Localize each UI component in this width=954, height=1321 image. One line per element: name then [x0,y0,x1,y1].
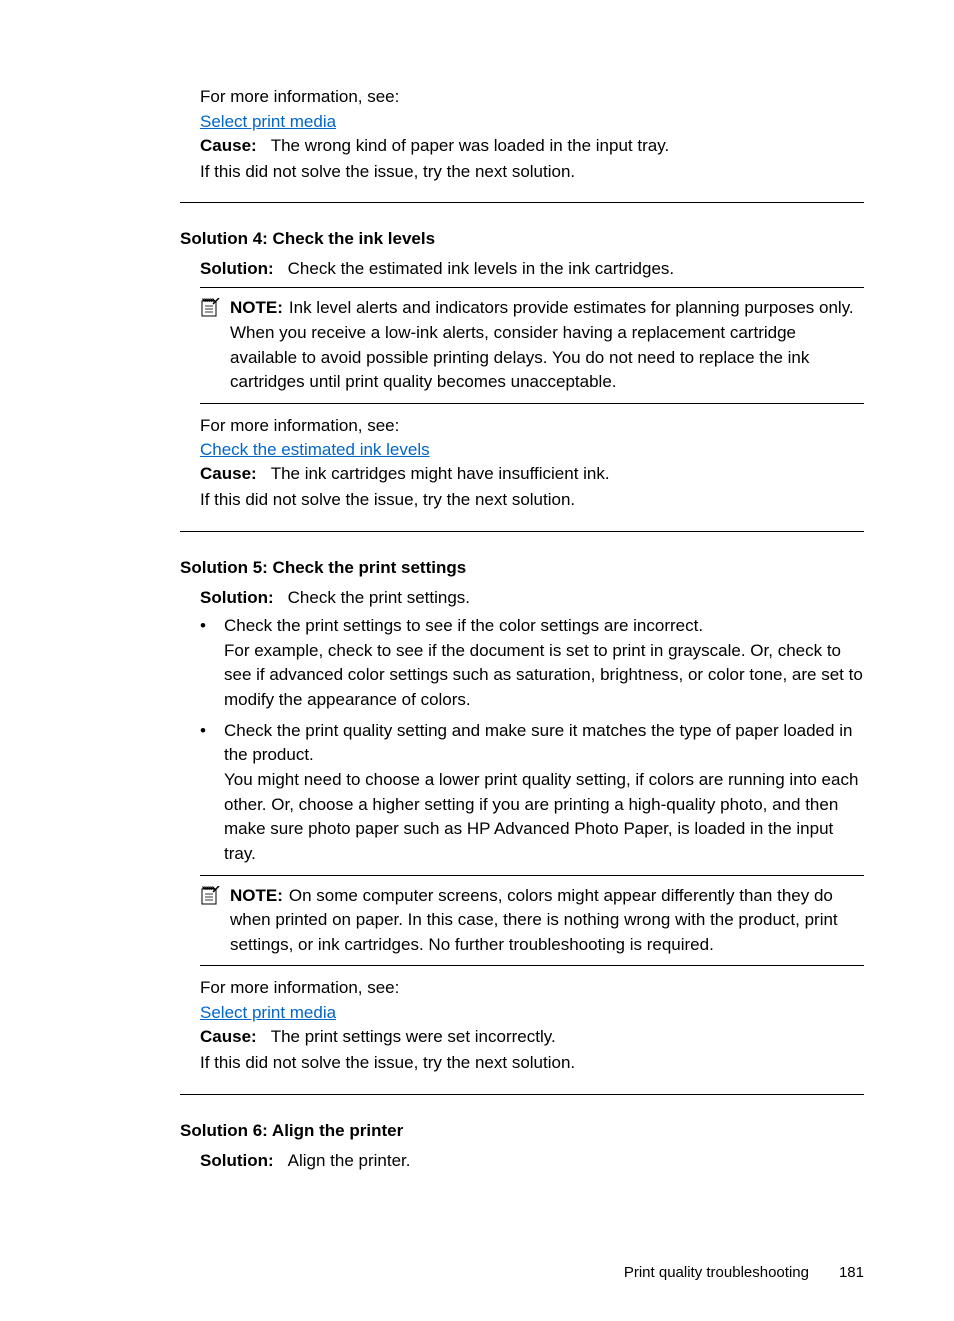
intro-cause-text: The wrong kind of paper was loaded in th… [271,136,669,155]
sol5-more-info: For more information, see: [200,976,864,1001]
sol5-bullet1a: Check the print settings to see if the c… [224,614,864,639]
sol6-title: Solution 6: Align the printer [180,1121,864,1141]
sol5-cause-label: Cause: [200,1027,257,1046]
sol4-next: If this did not solve the issue, try the… [200,488,864,513]
sol4-cause-text: The ink cartridges might have insufficie… [271,464,610,483]
sol5-note-text: On some computer screens, colors might a… [230,886,838,954]
sol6-solution-text: Align the printer. [288,1151,411,1170]
section-divider [180,531,864,532]
intro-cause-label: Cause: [200,136,257,155]
sol4-note-box: NOTE:Ink level alerts and indicators pro… [200,287,864,404]
sol4-solution-label: Solution: [200,259,274,278]
list-item: • Check the print settings to see if the… [200,614,864,713]
sol5-next: If this did not solve the issue, try the… [200,1051,864,1076]
sol5-bullet1b: For example, check to see if the documen… [224,639,864,713]
sol5-title: Solution 5: Check the print settings [180,558,864,578]
sol5-bullet2b: You might need to choose a lower print q… [224,768,864,867]
sol4-note-text: Ink level alerts and indicators provide … [230,298,854,391]
section-divider [180,202,864,203]
footer-page-number: 181 [839,1264,864,1281]
sol4-title: Solution 4: Check the ink levels [180,229,864,249]
sol5-bullet-list: • Check the print settings to see if the… [200,614,864,866]
sol5-bullet2a: Check the print quality setting and make… [224,719,864,768]
sol6-solution-label: Solution: [200,1151,274,1170]
sol5-solution-text: Check the print settings. [288,588,470,607]
sol5-link[interactable]: Select print media [200,1003,336,1022]
sol4-more-info: For more information, see: [200,414,864,439]
sol4-cause-label: Cause: [200,464,257,483]
sol4-link[interactable]: Check the estimated ink levels [200,440,430,459]
sol5-note-box: NOTE:On some computer screens, colors mi… [200,875,864,967]
sol5-note-label: NOTE: [230,886,283,905]
page-footer: Print quality troubleshooting 181 [624,1264,864,1281]
sol4-solution-text: Check the estimated ink levels in the in… [288,259,674,278]
intro-next: If this did not solve the issue, try the… [200,160,864,185]
section-divider [180,1094,864,1095]
intro-more-info: For more information, see: [200,85,864,110]
list-item: • Check the print quality setting and ma… [200,719,864,867]
bullet-icon: • [200,719,210,744]
footer-section: Print quality troubleshooting [624,1264,809,1281]
note-icon [200,886,220,911]
sol5-cause-text: The print settings were set incorrectly. [271,1027,556,1046]
intro-link[interactable]: Select print media [200,112,336,131]
sol4-note-label: NOTE: [230,298,283,317]
note-icon [200,298,220,323]
bullet-icon: • [200,614,210,639]
sol5-solution-label: Solution: [200,588,274,607]
